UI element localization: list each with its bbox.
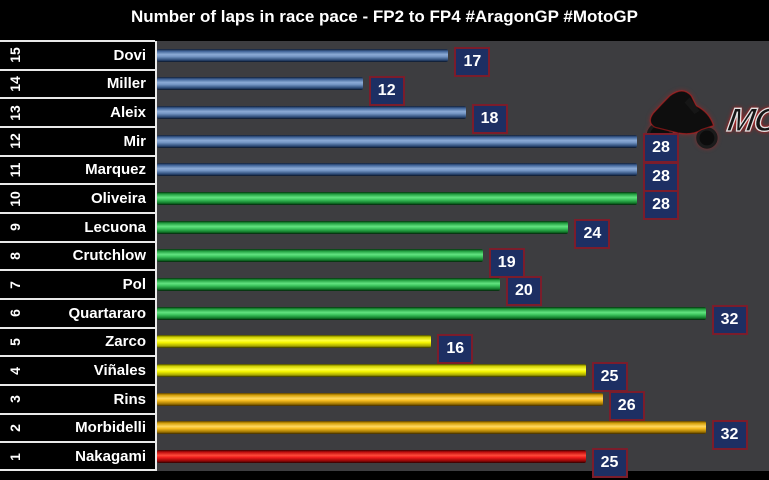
rider-name: Pol (122, 276, 146, 294)
rider-name: Nakagami (75, 448, 146, 466)
row-separator (0, 412, 155, 415)
lap-bar (157, 277, 500, 291)
rank-label: 3 (7, 395, 23, 404)
rider-row-label: 15 Dovi (0, 41, 155, 70)
lap-count-badge: 24 (574, 219, 611, 249)
rider-name: Rins (113, 390, 146, 408)
rank-label: 9 (7, 223, 23, 232)
lap-bar (157, 449, 586, 463)
lap-bar (157, 191, 637, 205)
lap-count-badge: 20 (505, 276, 542, 307)
row-separator (0, 355, 155, 358)
lap-count-badge: 28 (643, 190, 679, 221)
page-title: Number of laps in race pace - FP2 to FP4… (131, 7, 638, 26)
rank-label: 15 (7, 47, 23, 64)
logo-moto-text: MOTO (724, 100, 769, 138)
rider-name: Crutchlow (72, 247, 146, 265)
rider-row-label: 3 Rins (0, 385, 155, 414)
lap-bar (157, 392, 603, 406)
lap-bar (157, 306, 706, 320)
rank-label: 4 (7, 366, 23, 375)
rider-row-label: 9 Lecuona (0, 213, 155, 242)
rank-label: 11 (7, 162, 23, 178)
lap-bar (157, 48, 449, 62)
row-separator (0, 68, 155, 71)
rider-row-label: 4 Viñales (0, 356, 155, 385)
lap-bar (157, 421, 706, 435)
lap-bar (157, 363, 586, 377)
name-column: 15 Dovi 14 Miller 13 Aleix 12 Mir 11 Marquez 10 Oli… (0, 40, 157, 471)
lap-count-badge: 28 (643, 133, 679, 163)
lap-count-badge: 18 (471, 104, 508, 135)
rank-label: 14 (7, 76, 23, 92)
rider-name: Morbidelli (75, 419, 146, 437)
rank-label: 12 (7, 133, 23, 150)
row-separator (0, 126, 155, 128)
lap-bar (157, 249, 483, 263)
row-separator (0, 40, 155, 42)
rider-row-label: 14 Miller (0, 69, 155, 99)
rank-label: 5 (7, 338, 23, 346)
rider-row-label: 5 Zarco (0, 327, 155, 357)
rider-name: Lecuona (84, 218, 146, 236)
lap-bar (157, 134, 637, 148)
lap-count-badge: 16 (437, 333, 474, 364)
lap-count-badge: 17 (454, 47, 491, 77)
rider-name: Dovi (113, 46, 146, 64)
row-separator (0, 97, 155, 100)
lap-bar (157, 335, 432, 349)
rider-row-label: 12 Mir (0, 127, 155, 156)
rider-row-label: 13 Aleix (0, 98, 155, 127)
row-separator (0, 298, 155, 300)
lap-count-badge: 25 (591, 362, 628, 393)
row-separator (0, 326, 155, 329)
rider-name: Miller (106, 75, 146, 93)
lap-bar (157, 77, 363, 91)
motosan-wordmark: MOTOSAN (724, 100, 769, 138)
row-separator (0, 384, 155, 386)
rider-row-label: 2 Morbidelli (0, 413, 155, 443)
lap-count-badge: 19 (488, 247, 525, 278)
lap-count-badge: 26 (608, 391, 645, 421)
rider-name: Mir (123, 132, 147, 150)
rider-name: Quartararo (68, 304, 146, 322)
lap-count-badge: 32 (711, 419, 748, 450)
row-separator (0, 212, 155, 214)
rider-row-label: 6 Quartararo (0, 299, 155, 328)
row-separator (0, 154, 155, 157)
lap-count-badge: 12 (368, 75, 405, 106)
rank-label: 1 (7, 452, 23, 461)
rank-label: 13 (7, 104, 23, 121)
rider-row-label: 1 Nakagami (0, 442, 155, 471)
rider-row-label: 10 Oliveira (0, 184, 155, 213)
rider-name: Oliveira (90, 190, 146, 208)
row-separator (0, 469, 155, 471)
rider-row-label: 7 Pol (0, 270, 155, 299)
rank-label: 7 (7, 280, 23, 289)
lap-bar (157, 220, 569, 234)
row-separator (0, 183, 155, 186)
rider-row-label: 8 Crutchlow (0, 241, 155, 271)
lap-count-badge: 25 (591, 448, 628, 479)
row-separator (0, 441, 155, 444)
lap-count-badge: 28 (643, 161, 679, 192)
lap-bar (157, 105, 466, 119)
rider-name: Zarco (105, 333, 146, 351)
rider-row-label: 11 Marquez (0, 155, 155, 185)
row-separator (0, 269, 155, 272)
rider-name: Aleix (110, 104, 146, 122)
rank-label: 10 (7, 190, 23, 207)
rider-name: Marquez (85, 161, 146, 179)
rider-name: Viñales (93, 362, 146, 380)
lap-count-badge: 32 (711, 305, 748, 335)
lap-bar (157, 163, 637, 177)
rank-label: 6 (7, 309, 23, 318)
rank-label: 2 (7, 424, 23, 432)
rank-label: 8 (7, 252, 23, 260)
row-separator (0, 240, 155, 243)
